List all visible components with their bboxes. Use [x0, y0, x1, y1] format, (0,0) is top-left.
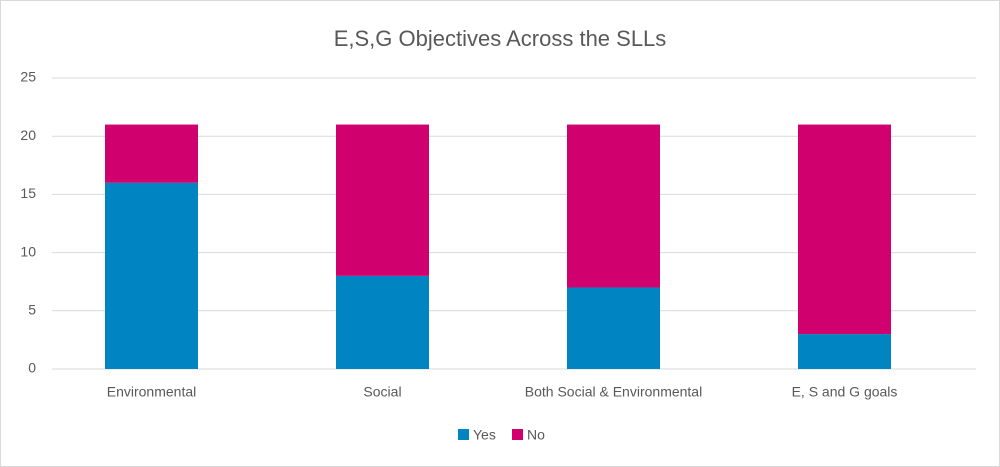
- x-tick-label: Both Social & Environmental: [525, 384, 702, 400]
- x-tick-label: Social: [363, 384, 401, 400]
- bar-segment: [336, 124, 429, 276]
- bar-segment: [105, 182, 198, 369]
- legend-swatch: [512, 429, 523, 440]
- legend-swatch: [458, 429, 469, 440]
- x-tick-label: E, S and G goals: [792, 384, 898, 400]
- bar-segment: [105, 124, 198, 183]
- y-tick-label: 15: [20, 185, 36, 201]
- y-tick-label: 10: [20, 243, 36, 259]
- y-tick-label: 20: [20, 127, 36, 143]
- y-tick-label: 5: [28, 302, 36, 318]
- y-tick-label: 0: [28, 360, 36, 376]
- legend-label: Yes: [473, 427, 496, 443]
- bar-segment: [567, 124, 660, 288]
- bar-segment: [567, 287, 660, 369]
- bar-segment: [798, 124, 891, 335]
- y-tick-label: 25: [20, 69, 36, 85]
- x-tick-label: Environmental: [107, 384, 197, 400]
- bar-segment: [798, 334, 891, 369]
- chart-title: E,S,G Objectives Across the SLLs: [334, 26, 667, 51]
- bar-segment: [336, 275, 429, 369]
- legend-label: No: [527, 427, 545, 443]
